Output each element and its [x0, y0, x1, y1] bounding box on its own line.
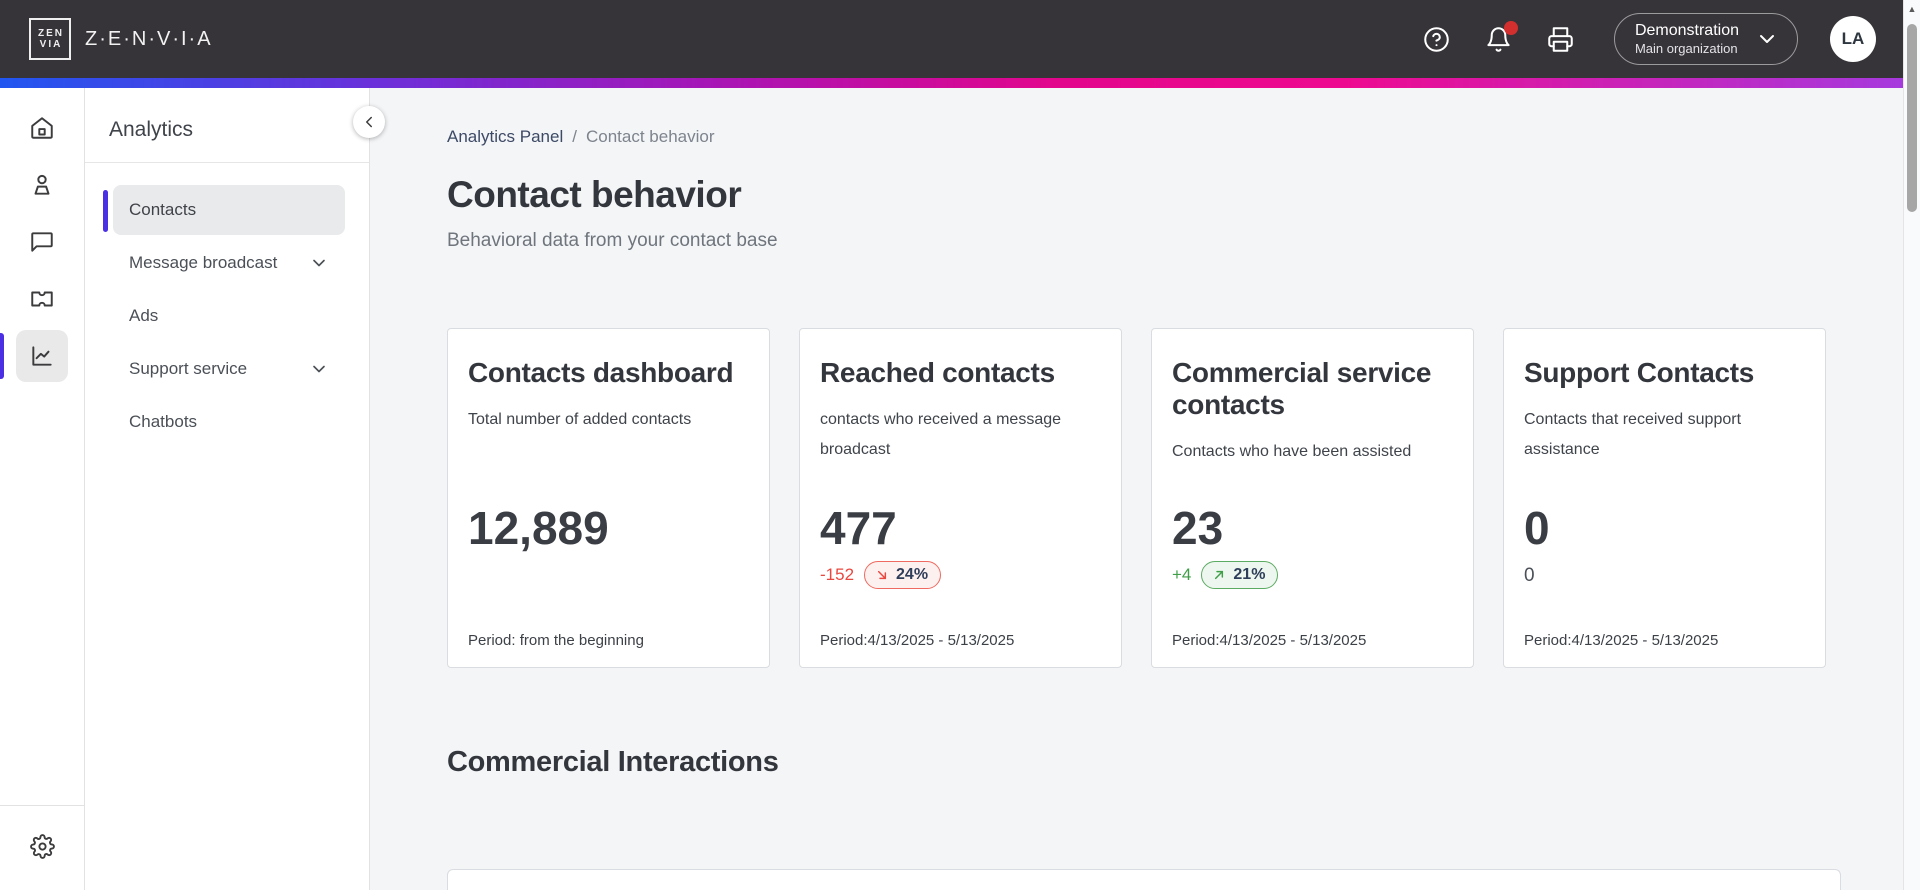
org-name: Demonstration	[1634, 21, 1739, 39]
sidebar-item-label: Ads	[129, 306, 159, 325]
sidebar-collapse-button[interactable]	[353, 106, 385, 138]
rail-bottom	[0, 805, 84, 890]
sidebar-item-support-service[interactable]: Support service	[113, 344, 345, 394]
rail-item-conversations[interactable]	[16, 216, 68, 268]
sidebar-item-contacts[interactable]: Contacts	[103, 185, 345, 235]
org-subtitle: Main organization	[1634, 40, 1738, 56]
card-value: 23	[1172, 502, 1224, 554]
chevron-left-icon	[366, 116, 372, 128]
trend-up-icon	[1215, 570, 1224, 580]
trend-down-icon	[877, 570, 887, 580]
notification-badge	[1503, 21, 1518, 35]
card-description: Contacts that received support assistanc…	[1524, 411, 1742, 458]
sidebar: Analytics Contacts Message broadcast Ads…	[85, 88, 385, 890]
card-value: 477	[820, 502, 897, 554]
delta-percent: 24%	[896, 566, 929, 583]
sidebar-item-label: Support service	[129, 359, 248, 378]
breadcrumb-separator: /	[572, 127, 577, 146]
card-support-contacts: Support Contacts Contacts that received …	[1503, 328, 1826, 668]
sidebar-item-chatbots[interactable]: Chatbots	[113, 397, 345, 447]
sidebar-item-ads[interactable]: Ads	[113, 291, 345, 341]
page-subtitle: Behavioral data from your contact base	[447, 230, 778, 251]
chevron-down-icon	[313, 259, 325, 267]
gear-icon	[29, 833, 55, 859]
brand-gradient-bar	[0, 78, 1920, 88]
zenvia-logo-icon: ZEN VIA	[29, 18, 71, 60]
topbar: ZEN VIA Z·E·N·V·I·A Demonstration Main o…	[0, 0, 1920, 78]
avatar[interactable]: LA	[1830, 16, 1876, 62]
printer-button[interactable]	[1546, 24, 1576, 54]
breadcrumb: Analytics Panel / Contact behavior	[447, 127, 1841, 147]
card-delta: +4 21%	[1172, 561, 1279, 589]
card-description: Total number of added contacts	[468, 411, 692, 429]
analytics-chart-icon	[32, 346, 52, 366]
sidebar-item-message-broadcast[interactable]: Message broadcast	[113, 238, 345, 288]
chat-bubble-icon	[31, 232, 53, 252]
card-description: Contacts who have been assisted	[1172, 443, 1412, 461]
card-period: Period:4/13/2025 - 5/13/2025	[1172, 632, 1367, 649]
sidebar-divider	[85, 162, 369, 163]
card-delta: -152 24%	[820, 561, 942, 589]
card-value: 12,889	[468, 502, 609, 554]
org-switcher[interactable]: Demonstration Main organization	[1613, 12, 1798, 66]
page-title: Contact behavior	[447, 174, 742, 215]
delta-number: +4	[1172, 565, 1192, 584]
sidebar-item-label: Message broadcast	[129, 253, 278, 272]
rail-item-campaigns[interactable]	[16, 273, 68, 325]
bell-icon	[1487, 26, 1511, 52]
kpi-cards-row: Contacts dashboard Total number of added…	[447, 328, 1841, 668]
brand[interactable]: ZEN VIA Z·E·N·V·I·A	[29, 18, 213, 60]
rail-item-contacts[interactable]	[16, 159, 68, 211]
topbar-actions: Demonstration Main organization LA	[1422, 12, 1876, 66]
trend-badge: 24%	[864, 561, 942, 589]
chevron-down-icon	[313, 365, 325, 373]
sidebar-item-label: Chatbots	[129, 412, 198, 431]
notifications-button[interactable]	[1484, 21, 1518, 54]
card-secondary-value: 0	[1524, 565, 1535, 586]
trend-badge: 21%	[1201, 561, 1279, 589]
icon-rail	[0, 88, 85, 890]
ticket-icon	[31, 291, 53, 307]
card-title: Commercial service contacts	[1172, 357, 1432, 421]
help-button[interactable]	[1422, 24, 1452, 54]
card-title: Reached contacts	[820, 357, 1055, 388]
commercial-interactions-card	[447, 869, 1841, 890]
card-period: Period:4/13/2025 - 5/13/2025	[1524, 632, 1719, 649]
card-title: Contacts dashboard	[468, 357, 734, 388]
logo-text-top: ZEN	[38, 27, 64, 39]
card-reached-contacts: Reached contacts contacts who received a…	[799, 328, 1122, 668]
rail-item-home[interactable]	[16, 102, 68, 154]
printer-icon	[1548, 26, 1574, 52]
main-content: Analytics Panel / Contact behavior Conta…	[370, 88, 1920, 890]
rail-divider	[0, 805, 84, 806]
breadcrumb-current: Contact behavior	[585, 127, 715, 146]
section-title-commercial-interactions: Commercial Interactions	[447, 746, 779, 778]
sidebar-title: Analytics	[109, 118, 194, 141]
chevron-down-icon	[1760, 35, 1774, 43]
card-description: contacts who received a message broadcas…	[820, 411, 1062, 458]
card-period: Period: from the beginning	[468, 632, 644, 649]
person-icon	[34, 174, 50, 195]
logo-text-bottom: VIA	[39, 39, 63, 50]
sidebar-menu: Contacts Message broadcast Ads Support s…	[103, 185, 345, 447]
card-period: Period:4/13/2025 - 5/13/2025	[820, 632, 1015, 649]
org-switcher-texts: Demonstration Main organization	[1635, 21, 1739, 57]
card-contacts-dashboard: Contacts dashboard Total number of added…	[447, 328, 770, 668]
delta-number: -152	[820, 565, 855, 584]
card-title: Support Contacts	[1524, 357, 1755, 388]
home-icon	[31, 117, 53, 139]
rail-item-settings[interactable]	[16, 820, 68, 872]
scrollbar-thumb[interactable]	[1907, 24, 1917, 212]
sidebar-item-label: Contacts	[129, 200, 197, 219]
breadcrumb-analytics-panel[interactable]: Analytics Panel	[447, 127, 564, 146]
help-circle-icon	[1424, 26, 1450, 52]
card-value: 0	[1524, 502, 1550, 554]
rail-item-analytics[interactable]	[0, 330, 68, 382]
scrollbar-up-arrow[interactable]: ▲	[1907, 4, 1917, 14]
card-commercial-service-contacts: Commercial service contacts Contacts who…	[1151, 328, 1474, 668]
page-scrollbar[interactable]: ▲	[1903, 0, 1920, 890]
brand-text: Z·E·N·V·I·A	[85, 27, 213, 50]
delta-percent: 21%	[1233, 566, 1266, 583]
